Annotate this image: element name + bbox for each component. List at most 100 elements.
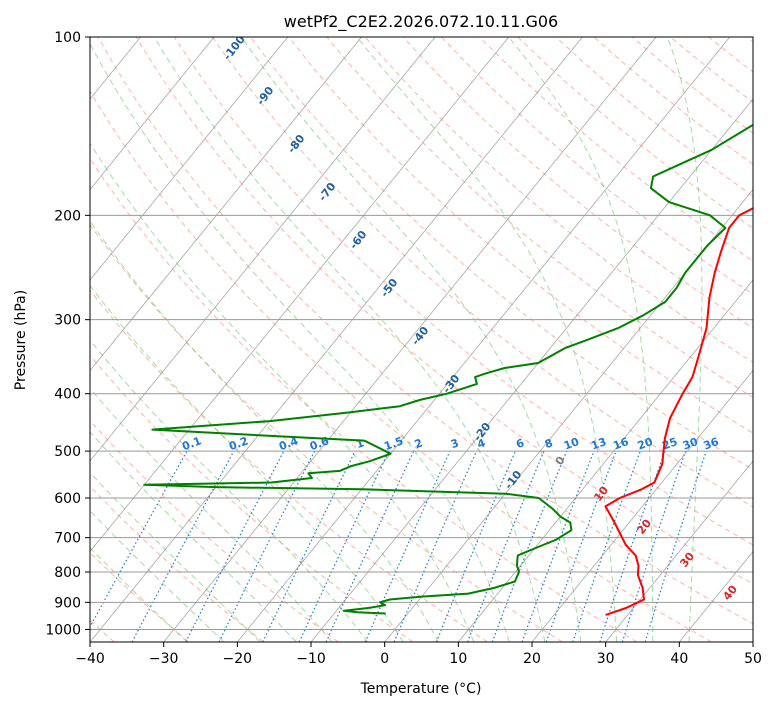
y-tick-label: 400 bbox=[54, 387, 81, 403]
isotherm-line bbox=[310, 98, 753, 642]
dry-adiabat-line bbox=[90, 485, 264, 642]
x-axis: −40 −30 −20 −10 0 10 20 30 40 50 bbox=[75, 642, 762, 667]
y-tick-label: 600 bbox=[54, 491, 81, 507]
mixing-ratio-label: 36 bbox=[702, 435, 721, 453]
mixing-ratio-line bbox=[393, 450, 478, 642]
isotherm-line bbox=[384, 188, 753, 642]
mixing-ratio-line bbox=[572, 450, 641, 642]
mixing-ratio-line bbox=[90, 450, 188, 629]
x-tick-label: −20 bbox=[223, 651, 253, 667]
isotherm-line bbox=[163, 37, 657, 642]
y-tick-label: 1000 bbox=[45, 622, 81, 638]
moist-adiabat-line bbox=[90, 510, 225, 642]
moist-adiabat-line bbox=[356, 37, 618, 642]
moist-adiabat-line bbox=[90, 471, 261, 642]
dewpoint-trace bbox=[143, 123, 753, 615]
x-tick-label: 20 bbox=[523, 651, 541, 667]
dry-adiabat-line bbox=[135, 37, 753, 585]
mixing-ratio-label: 4 bbox=[476, 436, 488, 451]
mixing-ratio-label: 10 bbox=[562, 435, 581, 453]
x-tick-label: −10 bbox=[296, 651, 326, 667]
isotherm-line bbox=[457, 279, 753, 642]
dry-adiabat-label: -80 bbox=[285, 132, 308, 156]
line-labels: -100-90-80-70-60-50-40-30-20-10010203040… bbox=[180, 37, 740, 603]
dry-adiabat-line bbox=[90, 223, 563, 642]
dry-adiabat-line bbox=[364, 37, 753, 363]
x-tick-label: −40 bbox=[75, 651, 105, 667]
moist-adiabat-line bbox=[508, 37, 654, 642]
y-tick-label: 100 bbox=[54, 30, 81, 46]
isotherm-line bbox=[90, 37, 510, 553]
dry-adiabat-label: 0 bbox=[553, 454, 568, 468]
dry-adiabat-line bbox=[326, 37, 753, 398]
mixing-ratio-line bbox=[435, 450, 516, 642]
isotherm-line bbox=[752, 641, 753, 642]
dry-adiabat-line bbox=[746, 37, 753, 43]
mixing-ratio-line bbox=[466, 450, 545, 642]
background-lines bbox=[0, 37, 753, 642]
temperature-trace bbox=[604, 207, 753, 616]
x-tick-label: 40 bbox=[670, 651, 688, 667]
dry-adiabat-label: -50 bbox=[378, 276, 401, 300]
moist-adiabat-line bbox=[90, 339, 369, 642]
moist-adiabat-line bbox=[90, 547, 188, 642]
dry-adiabat-label: 40 bbox=[720, 583, 740, 603]
isotherm-line bbox=[90, 37, 583, 642]
mixing-ratio-line bbox=[364, 450, 451, 642]
y-tick-label: 800 bbox=[54, 565, 81, 581]
mixing-ratio-line bbox=[131, 450, 235, 642]
dry-adiabat-label: -70 bbox=[316, 180, 339, 204]
moist-adiabat-line bbox=[90, 142, 475, 642]
dry-adiabat-label: 10 bbox=[591, 484, 611, 504]
dry-adiabat-line bbox=[708, 37, 753, 73]
isotherm-line bbox=[90, 37, 362, 372]
mixing-ratio-label: 6 bbox=[514, 436, 526, 451]
isotherm-line bbox=[90, 37, 436, 462]
x-tick-label: 10 bbox=[449, 651, 467, 667]
mixing-ratio-label: 2 bbox=[413, 436, 425, 451]
dry-adiabat-line bbox=[288, 37, 753, 434]
mixing-ratio-line bbox=[491, 450, 568, 642]
mixing-ratio-line bbox=[521, 450, 595, 642]
dry-adiabat-line bbox=[250, 37, 753, 471]
y-tick-label: 700 bbox=[54, 531, 81, 547]
mixing-ratio-label: 16 bbox=[611, 435, 630, 453]
dry-adiabat-line bbox=[90, 551, 190, 642]
mixing-ratio-label: 13 bbox=[589, 435, 608, 452]
moist-adiabat-line bbox=[90, 220, 439, 642]
mixing-ratio-line bbox=[262, 450, 356, 642]
mixing-ratio-line bbox=[644, 450, 707, 642]
mixing-ratio-label: 20 bbox=[636, 435, 655, 453]
y-tick-label: 900 bbox=[54, 595, 81, 611]
isotherm-line bbox=[90, 37, 289, 281]
mixing-ratio-label: 1.5 bbox=[382, 434, 405, 453]
y-tick-label: 500 bbox=[54, 444, 81, 460]
profile-traces bbox=[143, 123, 753, 616]
mixing-ratio-line bbox=[218, 450, 316, 642]
moist-adiabat-line bbox=[241, 37, 582, 642]
dry-adiabat-line bbox=[517, 37, 753, 229]
mixing-ratio-line bbox=[545, 450, 617, 642]
isotherm-line bbox=[531, 369, 753, 642]
isotherm-line bbox=[0, 37, 67, 642]
dry-adiabat-line bbox=[90, 90, 712, 642]
moist-adiabat-line bbox=[90, 387, 333, 642]
moist-adiabat-line bbox=[90, 431, 297, 642]
x-tick-label: 30 bbox=[597, 651, 615, 667]
dry-adiabat-line bbox=[173, 37, 753, 546]
isotherm-line bbox=[605, 460, 753, 642]
mixing-ratio-label: 0.4 bbox=[277, 434, 300, 453]
y-axis: 100 200 300 400 500 600 700 800 900 1000 bbox=[45, 30, 90, 638]
dry-adiabat-line bbox=[90, 157, 638, 642]
x-tick-label: 0 bbox=[380, 651, 389, 667]
dry-adiabat-line bbox=[97, 37, 753, 625]
dry-adiabat-line bbox=[441, 37, 753, 295]
dry-adiabat-line bbox=[90, 289, 488, 642]
dry-adiabat-line bbox=[479, 37, 753, 262]
mixing-ratio-label: 0.2 bbox=[227, 434, 250, 453]
mixing-ratio-label: 3 bbox=[449, 436, 461, 451]
mixing-ratio-label: 0.1 bbox=[180, 434, 203, 453]
x-axis-label: Temperature (°C) bbox=[360, 681, 482, 697]
